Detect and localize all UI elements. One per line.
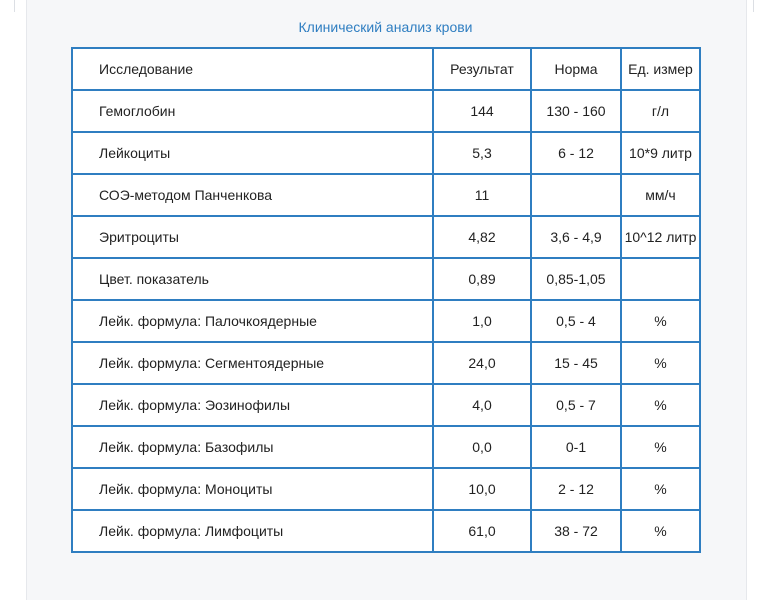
cell-result: 0,89 <box>432 257 532 301</box>
cell-unit: % <box>620 467 701 511</box>
table-header-row: Исследование Результат Норма Ед. измер <box>71 47 701 91</box>
cell-name: Лейк. формула: Палочкоядерные <box>71 299 434 343</box>
cell-unit: г/л <box>620 89 701 133</box>
cell-norm: 0,5 - 7 <box>530 383 622 427</box>
cell-unit: % <box>620 509 701 553</box>
table-row: Гемоглобин 144 130 - 160 г/л <box>71 89 701 133</box>
cell-unit: 10^12 литр <box>620 215 701 259</box>
cell-norm: 130 - 160 <box>530 89 622 133</box>
outer-border-left <box>14 0 15 12</box>
table-row: СОЭ-методом Панченкова 11 мм/ч <box>71 173 701 217</box>
cell-result: 144 <box>432 89 532 133</box>
cell-name: Лейкоциты <box>71 131 434 175</box>
cell-unit <box>620 257 701 301</box>
cell-norm: 0,5 - 4 <box>530 299 622 343</box>
cell-result: 61,0 <box>432 509 532 553</box>
cell-result: 11 <box>432 173 532 217</box>
cell-result: 0,0 <box>432 425 532 469</box>
cell-name: Гемоглобин <box>71 89 434 133</box>
cell-name: Лейк. формула: Моноциты <box>71 467 434 511</box>
cell-unit: мм/ч <box>620 173 701 217</box>
cell-result: 1,0 <box>432 299 532 343</box>
cell-unit: % <box>620 425 701 469</box>
cell-result: 24,0 <box>432 341 532 385</box>
cell-result: 10,0 <box>432 467 532 511</box>
cell-norm: 3,6 - 4,9 <box>530 215 622 259</box>
cell-unit: % <box>620 383 701 427</box>
cell-name: СОЭ-методом Панченкова <box>71 173 434 217</box>
table-row: Эритроциты 4,82 3,6 - 4,9 10^12 литр <box>71 215 701 259</box>
header-cell-name: Исследование <box>71 47 434 91</box>
table-row: Лейкоциты 5,3 6 - 12 10*9 литр <box>71 131 701 175</box>
table-row: Лейк. формула: Базофилы 0,0 0-1% <box>71 425 701 469</box>
cell-norm: 0,85-1,05 <box>530 257 622 301</box>
table-row: Лейк. формула: Лимфоциты 61,0 38 - 72% <box>71 509 701 553</box>
cell-name: Лейк. формула: Сегментоядерные <box>71 341 434 385</box>
table-row: Лейк. формула: Эозинофилы 4,0 0,5 - 7% <box>71 383 701 427</box>
header-cell-result: Результат <box>432 47 532 91</box>
cell-unit: % <box>620 299 701 343</box>
cell-name: Лейк. формула: Лимфоциты <box>71 509 434 553</box>
header-cell-norm: Норма <box>530 47 622 91</box>
cell-norm: 2 - 12 <box>530 467 622 511</box>
cell-name: Эритроциты <box>71 215 434 259</box>
cell-result: 4,0 <box>432 383 532 427</box>
cell-norm <box>530 173 622 217</box>
cell-norm: 0-1 <box>530 425 622 469</box>
cell-unit: 10*9 литр <box>620 131 701 175</box>
table-row: Цвет. показатель 0,89 0,85-1,05 <box>71 257 701 301</box>
cell-norm: 15 - 45 <box>530 341 622 385</box>
cell-result: 5,3 <box>432 131 532 175</box>
outer-border-right <box>753 0 754 12</box>
cell-result: 4,82 <box>432 215 532 259</box>
header-cell-unit: Ед. измер <box>620 47 701 91</box>
cell-name: Цвет. показатель <box>71 257 434 301</box>
table-caption: Клинический анализ крови <box>298 19 473 35</box>
table-row: Лейк. формула: Сегментоядерные 24,0 15 - 4… <box>71 341 701 385</box>
blood-test-table: Исследование Результат Норма Ед. измер Г… <box>71 47 701 553</box>
cell-name: Лейк. формула: Базофилы <box>71 425 434 469</box>
cell-unit: % <box>620 341 701 385</box>
cell-name: Лейк. формула: Эозинофилы <box>71 383 434 427</box>
table-row: Лейк. формула: Моноциты 10,0 2 - 12% <box>71 467 701 511</box>
table-row: Лейк. формула: Палочкоядерные 1,0 0,5 - 4% <box>71 299 701 343</box>
cell-norm: 38 - 72 <box>530 509 622 553</box>
cell-norm: 6 - 12 <box>530 131 622 175</box>
